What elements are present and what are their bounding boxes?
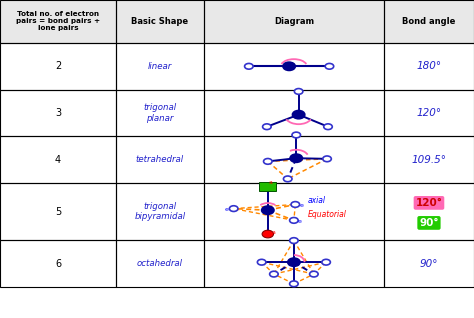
Text: tetrahedral: tetrahedral	[136, 155, 184, 164]
Circle shape	[262, 206, 274, 214]
Circle shape	[323, 156, 331, 162]
Text: Bond angle: Bond angle	[402, 17, 456, 26]
Circle shape	[245, 64, 253, 69]
Text: 2: 2	[55, 61, 61, 71]
Circle shape	[257, 259, 266, 265]
Circle shape	[290, 154, 302, 162]
Circle shape	[290, 281, 298, 287]
Polygon shape	[384, 0, 474, 43]
Text: axial: axial	[308, 196, 326, 204]
Text: 120°: 120°	[416, 108, 442, 118]
Circle shape	[263, 124, 271, 130]
Text: Equatorial: Equatorial	[308, 211, 347, 219]
Text: e: e	[225, 207, 228, 212]
Text: 109.5°: 109.5°	[411, 155, 447, 165]
Circle shape	[292, 111, 305, 119]
Circle shape	[290, 238, 298, 244]
Circle shape	[325, 64, 334, 69]
Circle shape	[262, 230, 273, 238]
Text: octahedral: octahedral	[137, 259, 183, 268]
Circle shape	[291, 202, 300, 207]
Polygon shape	[116, 0, 204, 43]
Circle shape	[270, 271, 278, 277]
Circle shape	[283, 176, 292, 182]
Circle shape	[310, 271, 318, 277]
Text: 180°: 180°	[416, 61, 442, 71]
Text: a: a	[268, 180, 272, 185]
Text: a: a	[272, 230, 276, 235]
Text: 3: 3	[55, 108, 61, 118]
Text: e: e	[298, 218, 302, 224]
Circle shape	[229, 206, 238, 211]
Circle shape	[292, 132, 301, 138]
Text: Basic Shape: Basic Shape	[131, 17, 189, 26]
Text: linear: linear	[148, 62, 172, 71]
Circle shape	[324, 124, 332, 130]
Text: trigonal
bipyramidal: trigonal bipyramidal	[135, 202, 185, 222]
Circle shape	[294, 89, 303, 94]
Polygon shape	[0, 0, 116, 43]
Text: 90°: 90°	[419, 259, 438, 269]
Circle shape	[322, 259, 330, 265]
Text: trigonal
planar: trigonal planar	[144, 103, 176, 123]
Text: 4: 4	[55, 155, 61, 165]
Text: 120°: 120°	[416, 198, 442, 208]
Circle shape	[288, 258, 300, 266]
Polygon shape	[204, 0, 384, 43]
Circle shape	[283, 62, 295, 70]
Circle shape	[290, 218, 298, 223]
Text: 90°: 90°	[419, 218, 439, 228]
Text: Total no. of electron
pairs = bond pairs +
lone pairs: Total no. of electron pairs = bond pairs…	[16, 11, 100, 31]
Text: 5: 5	[55, 207, 61, 217]
Text: 6: 6	[55, 259, 61, 269]
Text: e: e	[300, 203, 303, 208]
Text: Diagram: Diagram	[274, 17, 314, 26]
Circle shape	[264, 159, 272, 164]
FancyBboxPatch shape	[259, 182, 276, 191]
